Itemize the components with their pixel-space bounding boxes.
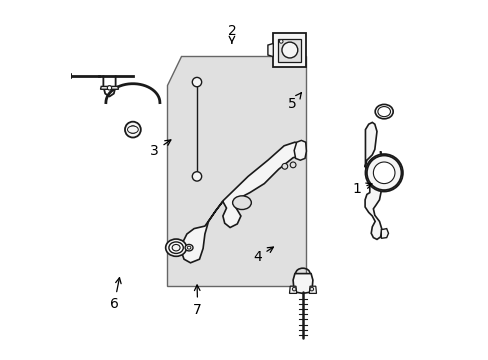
Text: 6: 6 [109, 278, 121, 311]
Text: 5: 5 [287, 93, 301, 111]
Ellipse shape [165, 239, 186, 256]
FancyBboxPatch shape [278, 39, 301, 62]
Ellipse shape [377, 107, 390, 117]
Circle shape [107, 86, 111, 90]
Circle shape [365, 154, 402, 192]
Polygon shape [181, 142, 302, 263]
Circle shape [279, 40, 283, 43]
FancyBboxPatch shape [273, 33, 306, 67]
Polygon shape [289, 286, 296, 293]
Polygon shape [381, 229, 387, 238]
Circle shape [129, 126, 136, 133]
Ellipse shape [232, 196, 251, 210]
Polygon shape [167, 56, 305, 286]
Circle shape [292, 287, 295, 291]
Circle shape [373, 162, 394, 184]
Text: 3: 3 [150, 140, 170, 158]
Circle shape [282, 42, 297, 58]
Text: 2: 2 [227, 24, 236, 43]
Polygon shape [309, 286, 316, 293]
Circle shape [282, 163, 287, 169]
Text: 4: 4 [252, 247, 273, 264]
Ellipse shape [185, 244, 193, 251]
Circle shape [289, 162, 295, 168]
Ellipse shape [370, 162, 397, 184]
Circle shape [309, 287, 313, 291]
Ellipse shape [127, 126, 138, 133]
Circle shape [125, 122, 141, 138]
Circle shape [366, 156, 401, 190]
Polygon shape [294, 140, 306, 160]
Polygon shape [101, 86, 118, 89]
Polygon shape [365, 122, 381, 239]
Ellipse shape [172, 244, 180, 251]
Circle shape [192, 77, 201, 87]
Polygon shape [292, 274, 312, 293]
Ellipse shape [168, 242, 183, 253]
Ellipse shape [374, 104, 392, 119]
Circle shape [192, 172, 201, 181]
Text: 7: 7 [193, 285, 202, 316]
Text: 1: 1 [352, 182, 371, 196]
Polygon shape [267, 44, 273, 57]
Ellipse shape [187, 246, 190, 249]
